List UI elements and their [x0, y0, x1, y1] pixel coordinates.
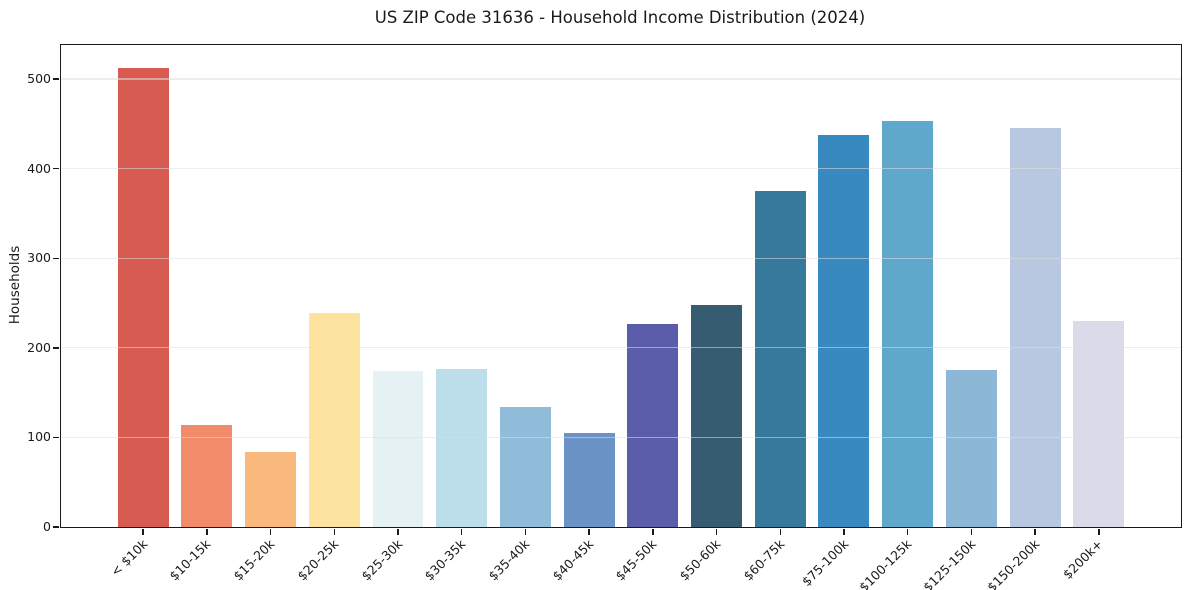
- bar-35-40k: [499, 406, 551, 527]
- x-tick-label: $15-20k: [230, 536, 278, 584]
- gridline-400: [61, 167, 1181, 170]
- x-tick-label: $75-100k: [798, 536, 851, 589]
- gridline-500: [61, 78, 1181, 80]
- gridline-200: [61, 347, 1181, 349]
- x-tick-label: $10-15k: [166, 536, 214, 584]
- x-tick-label: $200k+: [1060, 536, 1106, 582]
- x-tick-label: $40-45k: [549, 536, 597, 584]
- bar-10k: [117, 68, 169, 527]
- bar-75-100k: [818, 134, 870, 527]
- y-tick-label: 500: [27, 71, 51, 87]
- chart-title: US ZIP Code 31636 - Household Income Dis…: [374, 8, 866, 27]
- x-tick-mark: [1034, 528, 1036, 535]
- x-tick-label: $50-60k: [676, 536, 724, 584]
- bar-200k+: [1073, 320, 1125, 527]
- x-tick-mark: [397, 528, 399, 535]
- bar-40-45k: [563, 432, 615, 527]
- bar-50-60k: [691, 304, 743, 527]
- x-tick-mark: [715, 528, 718, 535]
- y-tick-label: 300: [27, 250, 51, 266]
- x-tick-label: $150-200k: [983, 536, 1043, 590]
- x-tick-label: $20-25k: [294, 536, 342, 584]
- bar-125-150k: [945, 370, 997, 527]
- y-tick-mark: [53, 436, 60, 439]
- y-tick-label: 100: [27, 429, 51, 445]
- x-tick-mark: [333, 528, 335, 535]
- y-tick-label: 400: [27, 160, 51, 176]
- x-tick-mark: [779, 528, 781, 535]
- x-tick-label: $60-75k: [740, 536, 788, 584]
- bar-60-75k: [754, 191, 806, 527]
- plot-area: < $10k $10-15k $15-20k $20-25k $25-30k $30-35…: [27, 44, 1182, 590]
- x-tick-mark: [269, 528, 272, 535]
- y-axis-label: Households: [7, 245, 23, 325]
- bar-150-200k: [1009, 128, 1061, 527]
- x-tick-label: < $10k: [107, 536, 151, 580]
- bar-10-15k: [181, 424, 233, 527]
- x-tick-label: $25-30k: [357, 536, 405, 584]
- x-tick-label: $125-150k: [920, 536, 979, 590]
- x-tick-mark: [652, 528, 654, 535]
- bar-100-125k: [882, 121, 934, 527]
- bar-20-25k: [308, 312, 360, 527]
- y-tick-mark: [53, 526, 60, 528]
- x-tick-label: $30-35k: [421, 536, 469, 584]
- x-tick-mark: [906, 528, 909, 535]
- x-tick-label: $35-40k: [485, 536, 533, 584]
- bar-45-50k: [627, 323, 679, 527]
- gridline-300: [61, 257, 1181, 259]
- x-tick-label: $100-125k: [856, 536, 915, 590]
- x-tick-mark: [206, 528, 208, 535]
- bar-25-30k: [372, 371, 424, 527]
- y-tick-label: 0: [43, 519, 51, 534]
- x-tick-mark: [1098, 528, 1100, 535]
- y-tick-label: 200: [27, 339, 51, 355]
- y-tick-mark: [53, 257, 60, 259]
- gridline-100: [61, 436, 1181, 439]
- x-tick-mark: [524, 528, 527, 535]
- x-tick-mark: [461, 528, 463, 535]
- x-tick-mark: [142, 528, 144, 535]
- y-tick-mark: [53, 78, 60, 80]
- y-tick-mark: [53, 167, 60, 170]
- bar-15-20k: [245, 451, 297, 527]
- x-tick-mark: [588, 528, 590, 535]
- y-tick-mark: [53, 347, 60, 349]
- x-tick-mark: [843, 528, 845, 535]
- bar-30-35k: [436, 369, 488, 527]
- x-tick-label: $45-50k: [612, 536, 660, 584]
- x-tick-mark: [970, 528, 973, 535]
